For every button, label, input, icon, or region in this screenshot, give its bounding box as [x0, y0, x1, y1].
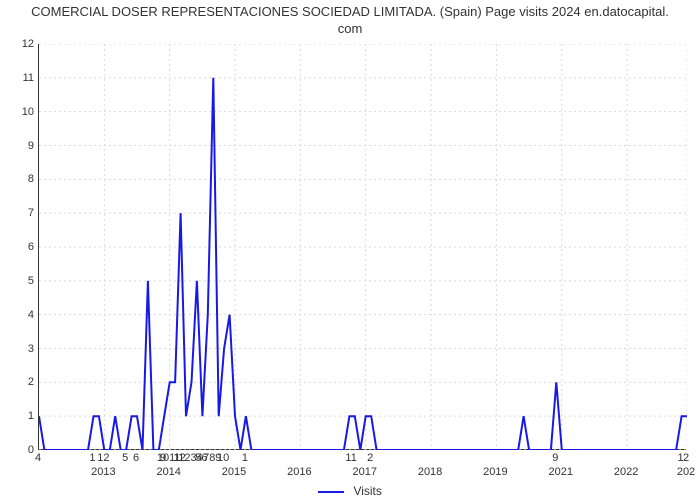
- legend: Visits: [0, 484, 700, 498]
- y-tick-label: 10: [6, 106, 34, 118]
- y-tick-label: 9: [6, 140, 34, 152]
- plot-svg: [39, 44, 687, 450]
- y-tick-label: 1: [6, 410, 34, 422]
- y-tick-label: 8: [6, 173, 34, 185]
- x-year-label: 2014: [156, 466, 180, 478]
- x-minor-label: 2: [367, 452, 373, 464]
- chart-title-line1: COMERCIAL DOSER REPRESENTACIONES SOCIEDA…: [31, 4, 669, 19]
- x-year-label: 2017: [352, 466, 376, 478]
- y-tick-label: 2: [6, 376, 34, 388]
- x-minor-label: 5: [122, 452, 128, 464]
- legend-label: Visits: [353, 484, 381, 498]
- chart-title: COMERCIAL DOSER REPRESENTACIONES SOCIEDA…: [0, 4, 700, 38]
- x-year-label: 2018: [418, 466, 442, 478]
- y-tick-label: 12: [6, 38, 34, 50]
- x-minor-label: 12: [97, 452, 109, 464]
- x-year-label: 2015: [222, 466, 246, 478]
- x-minor-label: 9: [552, 452, 558, 464]
- x-minor-label: 6: [133, 452, 139, 464]
- legend-swatch: [318, 491, 344, 493]
- y-tick-label: 7: [6, 207, 34, 219]
- x-minor-label: 2: [683, 452, 689, 464]
- x-year-label: 2013: [91, 466, 115, 478]
- y-tick-label: 3: [6, 343, 34, 355]
- visits-line: [39, 78, 687, 450]
- x-minor-label: 1: [351, 452, 357, 464]
- x-year-label: 202: [677, 466, 695, 478]
- x-year-label: 2022: [614, 466, 638, 478]
- x-year-label: 2016: [287, 466, 311, 478]
- y-tick-label: 11: [6, 72, 34, 84]
- x-minor-label: 1: [89, 452, 95, 464]
- x-year-label: 2021: [549, 466, 573, 478]
- gridlines: [39, 44, 687, 450]
- chart-title-line2: com: [338, 21, 363, 36]
- y-tick-label: 4: [6, 309, 34, 321]
- visits-chart: COMERCIAL DOSER REPRESENTACIONES SOCIEDA…: [0, 0, 700, 500]
- y-tick-label: 0: [6, 444, 34, 456]
- x-minor-label: 1: [242, 452, 248, 464]
- x-year-label: 2019: [483, 466, 507, 478]
- x-minor-label: 4: [35, 452, 41, 464]
- plot-area: [38, 44, 686, 450]
- y-tick-label: 6: [6, 241, 34, 253]
- y-tick-label: 5: [6, 275, 34, 287]
- x-minor-label: 10: [217, 452, 229, 464]
